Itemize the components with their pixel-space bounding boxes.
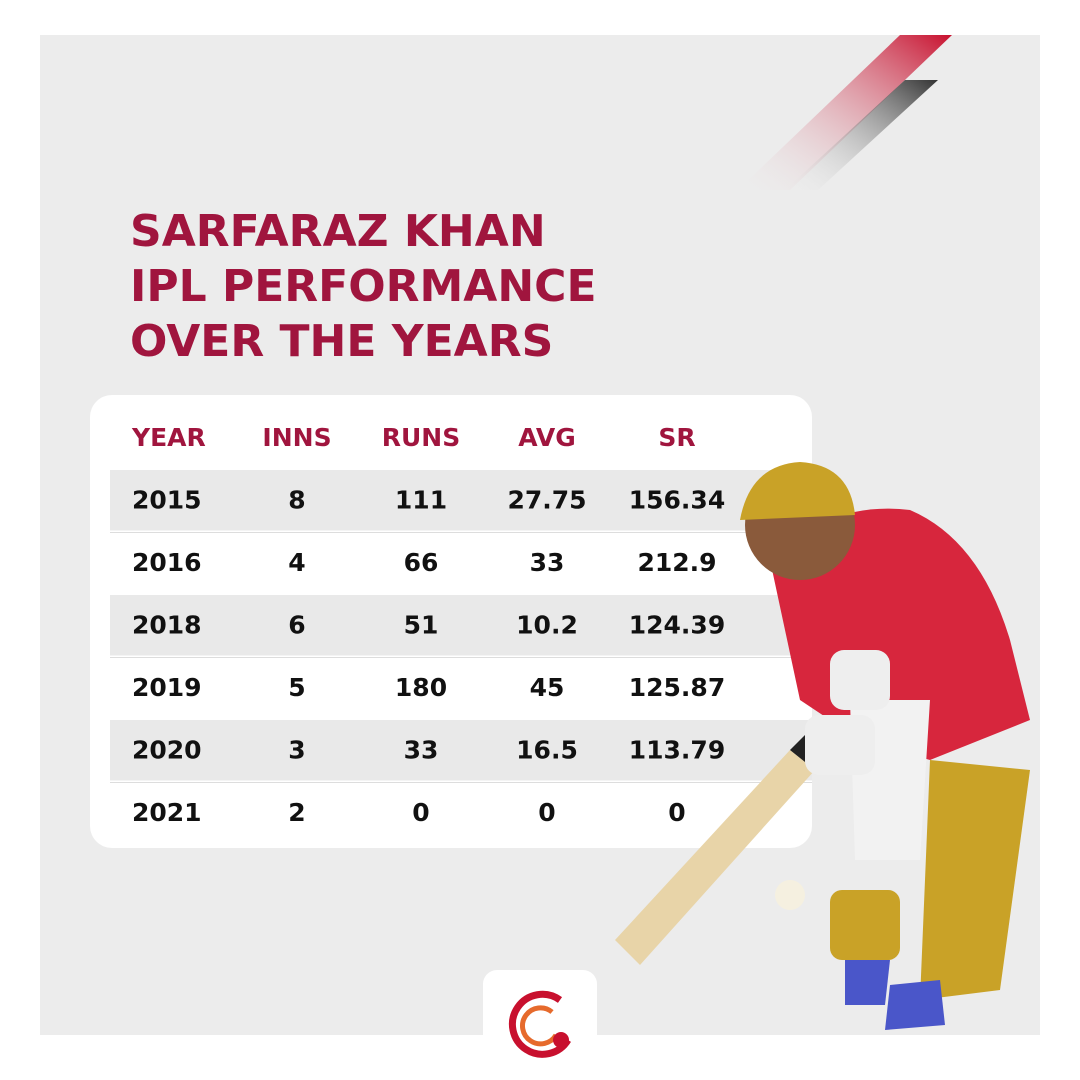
table-cell: 2016 [132, 548, 202, 577]
decor-stripe [785, 80, 938, 190]
table-cell: 27.75 [507, 485, 586, 514]
logo-card [483, 970, 597, 1080]
table-cell: 2 [288, 798, 305, 827]
decor-stripe [738, 35, 952, 190]
table-cell: 33 [530, 548, 565, 577]
column-header: SR [658, 423, 695, 452]
table-cell: 0 [412, 798, 429, 827]
table-cell: 66 [404, 548, 439, 577]
column-header: YEAR [131, 423, 206, 452]
table-cell: 212.9 [637, 548, 716, 577]
table-cell: 10.2 [516, 610, 578, 639]
table-cell: 156.34 [629, 485, 725, 514]
player-illustration [615, 462, 1030, 1030]
table-cell: 3 [288, 735, 305, 764]
logo [508, 990, 571, 1058]
title-line: OVER THE YEARS [130, 316, 553, 367]
table-cell: 0 [668, 798, 685, 827]
table-cell: 2018 [132, 610, 202, 639]
row-band [110, 595, 812, 656]
title-line: SARFARAZ KHAN [130, 206, 546, 257]
table-cell: 180 [395, 673, 447, 702]
table-cell: 16.5 [516, 735, 578, 764]
table-cell: 51 [404, 610, 439, 639]
column-header: RUNS [382, 423, 460, 452]
table-cell: 2020 [132, 735, 202, 764]
table-cell: 4 [288, 548, 305, 577]
table-cell: 5 [288, 673, 305, 702]
column-header: AVG [518, 423, 576, 452]
table-cell: 0 [538, 798, 555, 827]
row-band [110, 720, 812, 781]
table-cell: 124.39 [629, 610, 725, 639]
table-cell: 33 [404, 735, 439, 764]
table-cell: 2019 [132, 673, 202, 702]
title-line: IPL PERFORMANCE [130, 261, 597, 312]
row-band [110, 470, 812, 531]
table-cell: 2021 [132, 798, 202, 827]
table-cell: 45 [530, 673, 565, 702]
table-cell: 2015 [132, 485, 202, 514]
table-cell: 111 [395, 485, 447, 514]
table-cell: 113.79 [629, 735, 725, 764]
table-cell: 125.87 [629, 673, 725, 702]
column-header: INNS [262, 423, 331, 452]
table-cell: 6 [288, 610, 305, 639]
table-cell: 8 [288, 485, 305, 514]
